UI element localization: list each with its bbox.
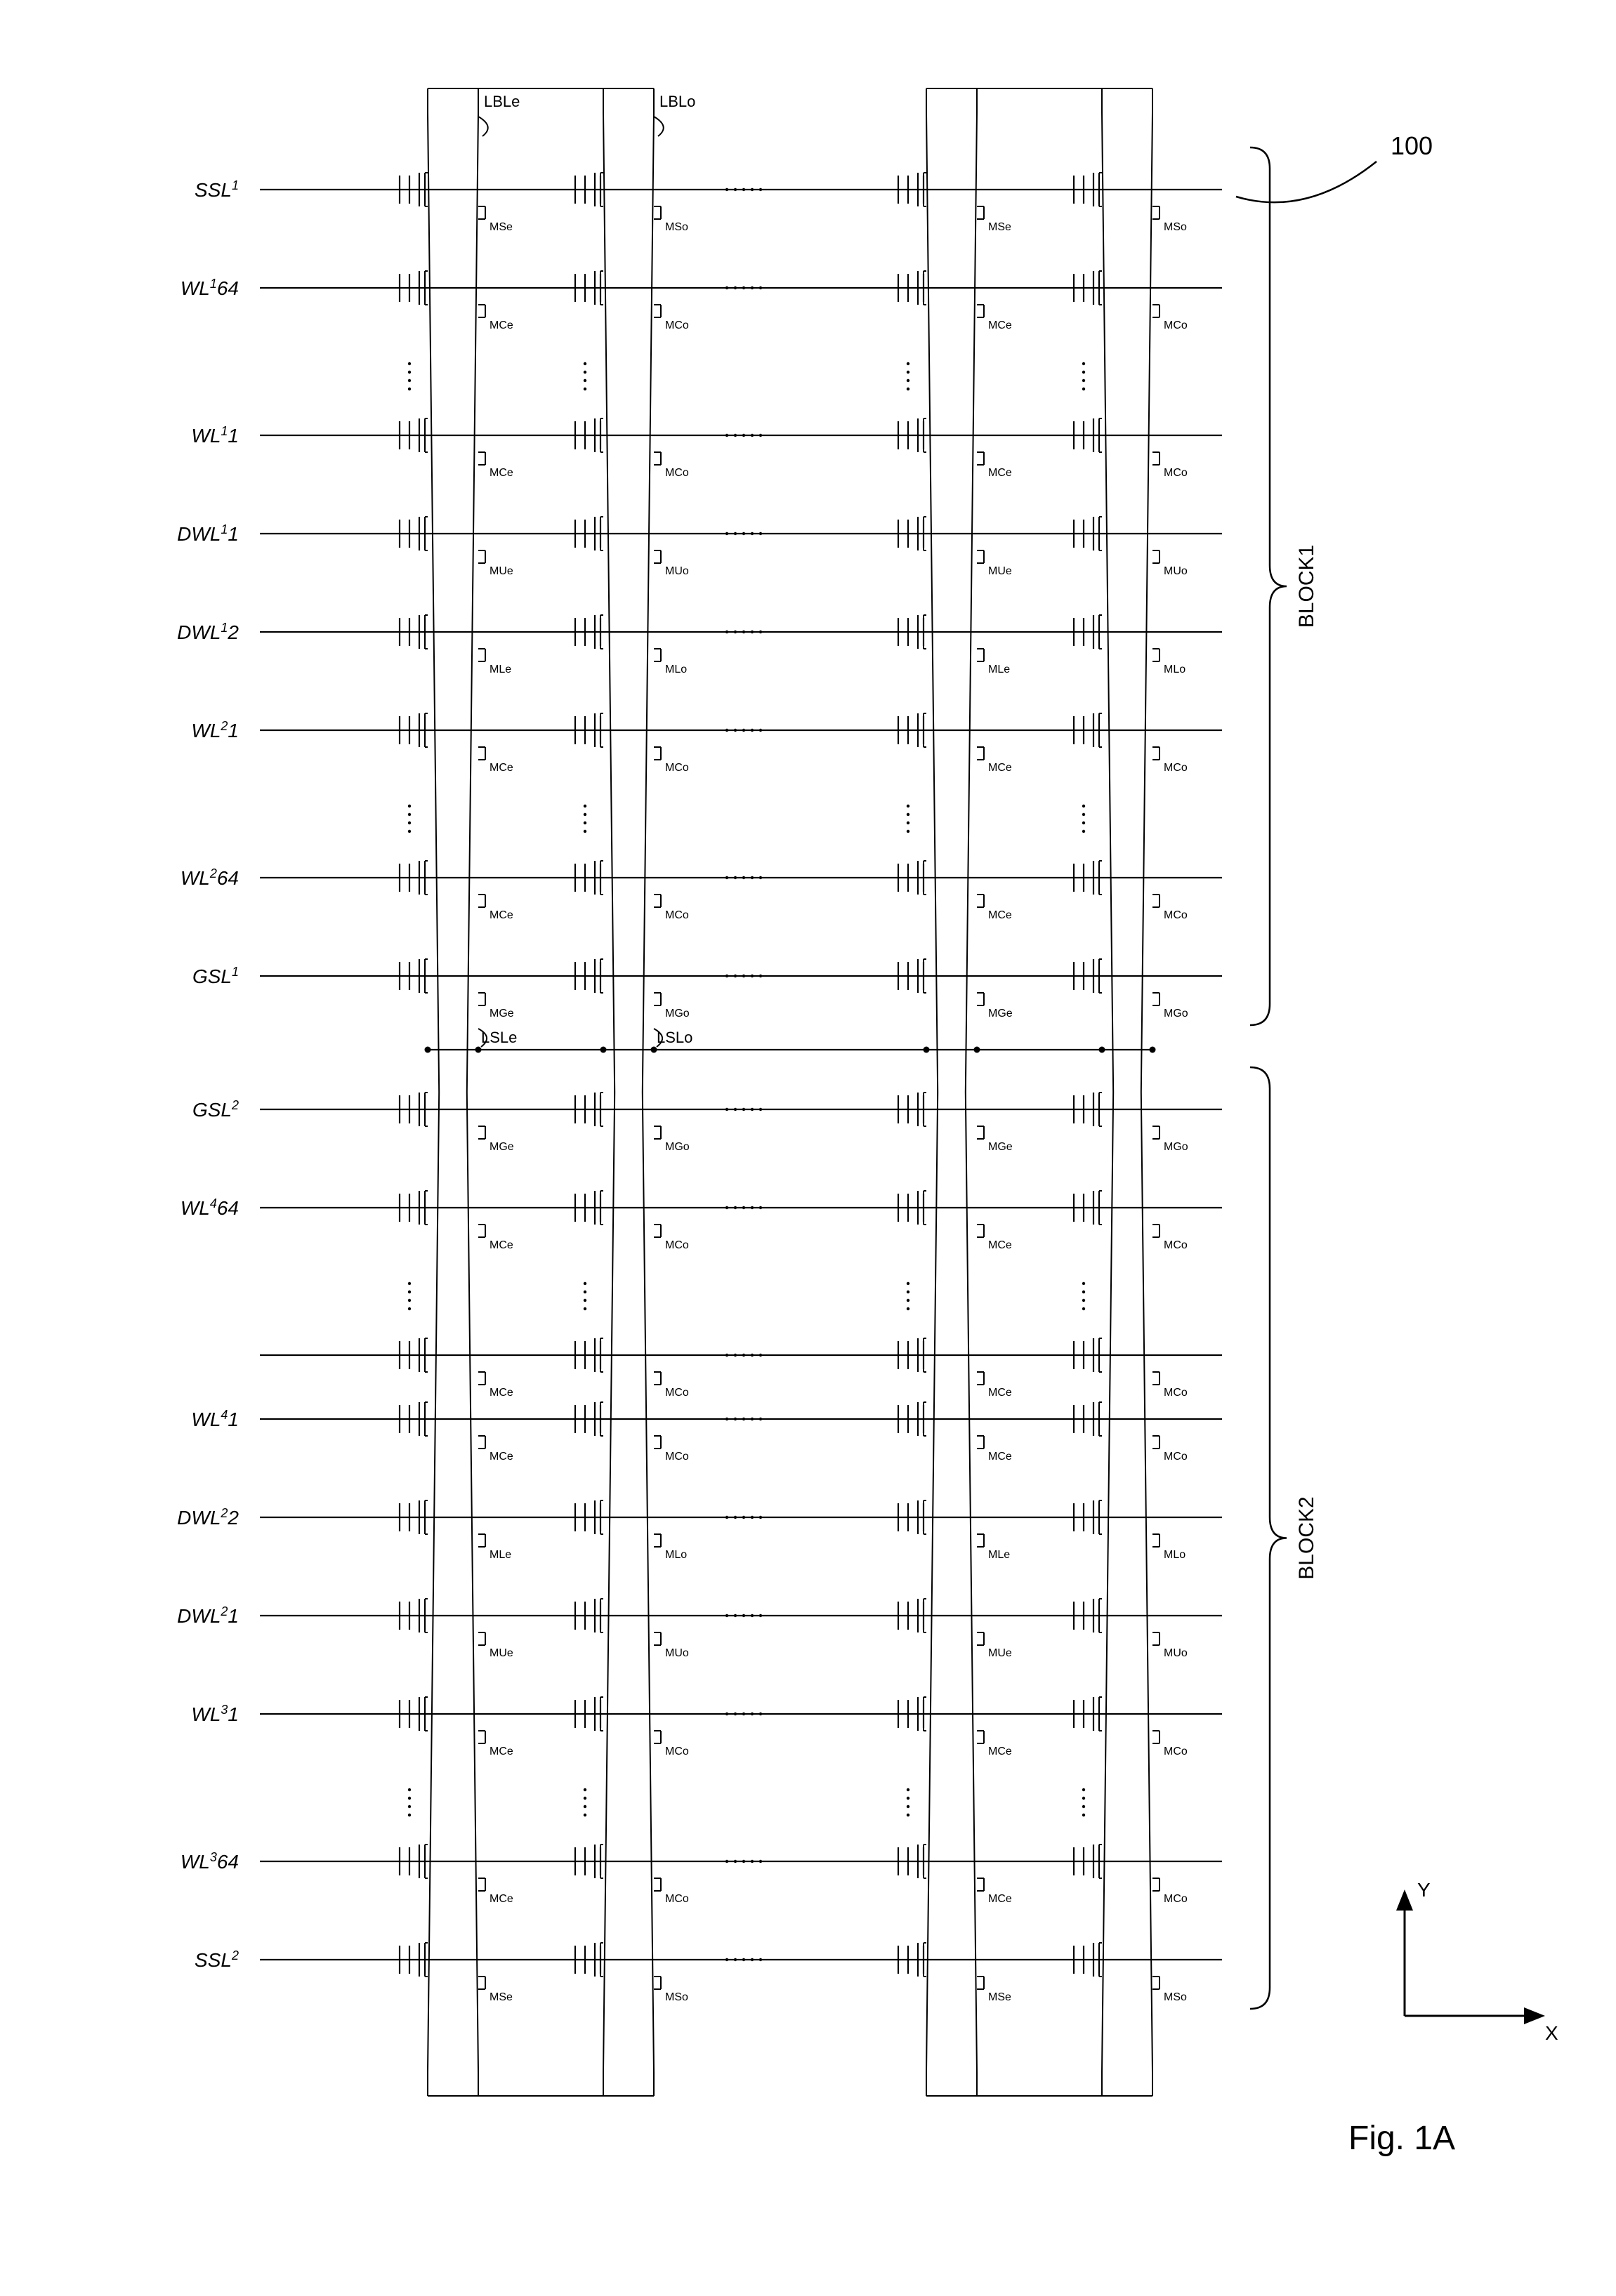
block-label: BLOCK2 (1295, 1496, 1318, 1579)
cell-label: MCe (490, 909, 513, 921)
row-label: DWL22 (177, 1506, 239, 1529)
label-lblo: LBLo (659, 93, 695, 110)
schematic-root: LBLe LBLo 100 SSL1 MSe MSo MSe MSo WL164 MCe MCo MC… (0, 0, 1616, 2296)
cell-label: MLe (490, 1549, 511, 1561)
cell-label: MUe (988, 565, 1012, 577)
cell-label: MCe (988, 1451, 1012, 1463)
cell-label: MSe (988, 221, 1011, 233)
row-label: WL464 (180, 1196, 239, 1219)
row-label: WL11 (191, 424, 239, 447)
cell-label: MCe (988, 1893, 1012, 1905)
cell-label: MGe (490, 1141, 514, 1153)
cell-label: MCo (665, 1893, 689, 1905)
row-label: WL364 (180, 1850, 239, 1873)
cell-label: MCe (988, 909, 1012, 921)
cell-label: MUo (665, 1647, 689, 1659)
cell-label: MCo (1164, 467, 1188, 479)
reference-numeral: 100 (1391, 131, 1433, 160)
cell-label: MCo (665, 762, 689, 774)
cell-label: MUo (1164, 1647, 1188, 1659)
cell-label: MGo (1164, 1008, 1188, 1020)
cell-label: MLe (988, 1549, 1010, 1561)
cell-label: MCe (988, 319, 1012, 331)
cell-label: MCe (988, 467, 1012, 479)
cell-label: MCo (665, 1387, 689, 1399)
cell-label: MCo (1164, 1451, 1188, 1463)
cell-label: MSe (490, 1991, 513, 2003)
cell-label: MCe (988, 762, 1012, 774)
axis-x-label: X (1545, 2022, 1558, 2044)
cell-label: MLo (1164, 664, 1185, 675)
cell-label: MCo (665, 1451, 689, 1463)
cell-label: MLo (665, 1549, 687, 1561)
row-label: GSL2 (192, 1098, 239, 1121)
cell-label: MCo (665, 909, 689, 921)
cell-label: MUe (490, 1647, 513, 1659)
cell-label: MCo (665, 319, 689, 331)
row-label: DWL11 (177, 522, 239, 545)
row-label: WL41 (191, 1408, 239, 1430)
cell-label: MCe (490, 762, 513, 774)
row-label: DWL12 (177, 621, 239, 643)
cell-label: MCo (665, 1746, 689, 1757)
cell-label: MLe (988, 664, 1010, 675)
cell-label: MCo (1164, 1746, 1188, 1757)
axis-y-label: Y (1417, 1879, 1431, 1901)
row-label: WL164 (180, 277, 239, 299)
cell-label: MCe (490, 1387, 513, 1399)
cell-label: MCe (490, 467, 513, 479)
cell-label: MCo (1164, 1387, 1188, 1399)
row-label: DWL21 (177, 1604, 239, 1627)
cell-label: MGe (988, 1141, 1013, 1153)
cell-label: MUe (490, 565, 513, 577)
row-label: GSL1 (192, 965, 239, 987)
cell-label: MCe (988, 1746, 1012, 1757)
cell-label: MGo (665, 1141, 690, 1153)
cell-label: MCe (490, 1239, 513, 1251)
cell-label: MCe (490, 1893, 513, 1905)
cell-label: MUo (1164, 565, 1188, 577)
cell-label: MCo (1164, 319, 1188, 331)
block-label: BLOCK1 (1295, 545, 1318, 628)
label-lble: LBLe (484, 93, 520, 110)
cell-label: MCe (490, 1746, 513, 1757)
cell-label: MGe (988, 1008, 1013, 1020)
cell-label: MLo (665, 664, 687, 675)
row-label: WL264 (180, 866, 239, 889)
row-label: WL21 (191, 719, 239, 741)
row-label: SSL1 (195, 178, 239, 201)
cell-label: MSo (665, 221, 688, 233)
cell-label: MGo (665, 1008, 690, 1020)
cell-label: MCo (665, 467, 689, 479)
cell-label: MGe (490, 1008, 514, 1020)
cell-label: MUo (665, 565, 689, 577)
cell-label: MCe (490, 319, 513, 331)
cell-label: MLo (1164, 1549, 1185, 1561)
cell-label: MSe (988, 1991, 1011, 2003)
cell-label: MCo (1164, 909, 1188, 921)
row-label: WL31 (191, 1703, 239, 1725)
figure-label: Fig. 1A (1348, 2120, 1455, 2157)
cell-label: MSe (490, 221, 513, 233)
cell-label: MCo (665, 1239, 689, 1251)
cell-label: MGo (1164, 1141, 1188, 1153)
cell-label: MCe (988, 1239, 1012, 1251)
cell-label: MSo (665, 1991, 688, 2003)
cell-label: MSo (1164, 221, 1187, 233)
schematic-svg: LBLe LBLo 100 SSL1 MSe MSo MSe MSo WL164 MCe MCo MC… (0, 0, 1616, 2296)
cell-label: MCo (1164, 1893, 1188, 1905)
cell-label: MCe (490, 1451, 513, 1463)
row-label: SSL2 (195, 1948, 239, 1971)
cell-label: MCo (1164, 1239, 1188, 1251)
cell-label: MUe (988, 1647, 1012, 1659)
cell-label: MSo (1164, 1991, 1187, 2003)
cell-label: MCe (988, 1387, 1012, 1399)
cell-label: MLe (490, 664, 511, 675)
cell-label: MCo (1164, 762, 1188, 774)
